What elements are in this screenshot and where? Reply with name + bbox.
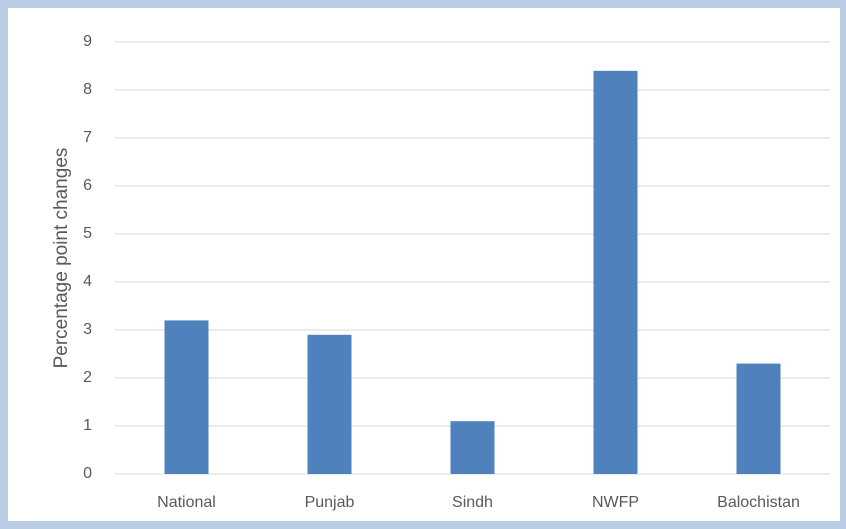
y-tick-label: 9 — [83, 33, 92, 50]
bar — [593, 70, 638, 475]
y-axis-label: Percentage point changes — [51, 148, 72, 369]
bar — [736, 363, 781, 474]
y-tick-label: 5 — [83, 225, 92, 242]
chart-panel — [8, 8, 840, 521]
y-tick-label: 8 — [83, 81, 92, 98]
bar — [164, 320, 209, 474]
y-tick-label: 7 — [83, 129, 92, 146]
x-tick-label: NWFP — [592, 494, 639, 511]
y-tick-label: 4 — [83, 273, 92, 290]
x-tick-label: Sindh — [452, 494, 493, 511]
x-tick-label: Punjab — [305, 494, 355, 511]
y-tick-label: 3 — [83, 321, 92, 338]
y-tick-label: 2 — [83, 369, 92, 386]
y-tick-label: 6 — [83, 177, 92, 194]
y-tick-label: 1 — [83, 417, 92, 434]
x-tick-label: Balochistan — [717, 494, 800, 511]
bar — [307, 334, 352, 474]
x-tick-label: National — [157, 494, 216, 511]
y-tick-label: 0 — [83, 465, 92, 482]
bar — [450, 421, 495, 474]
